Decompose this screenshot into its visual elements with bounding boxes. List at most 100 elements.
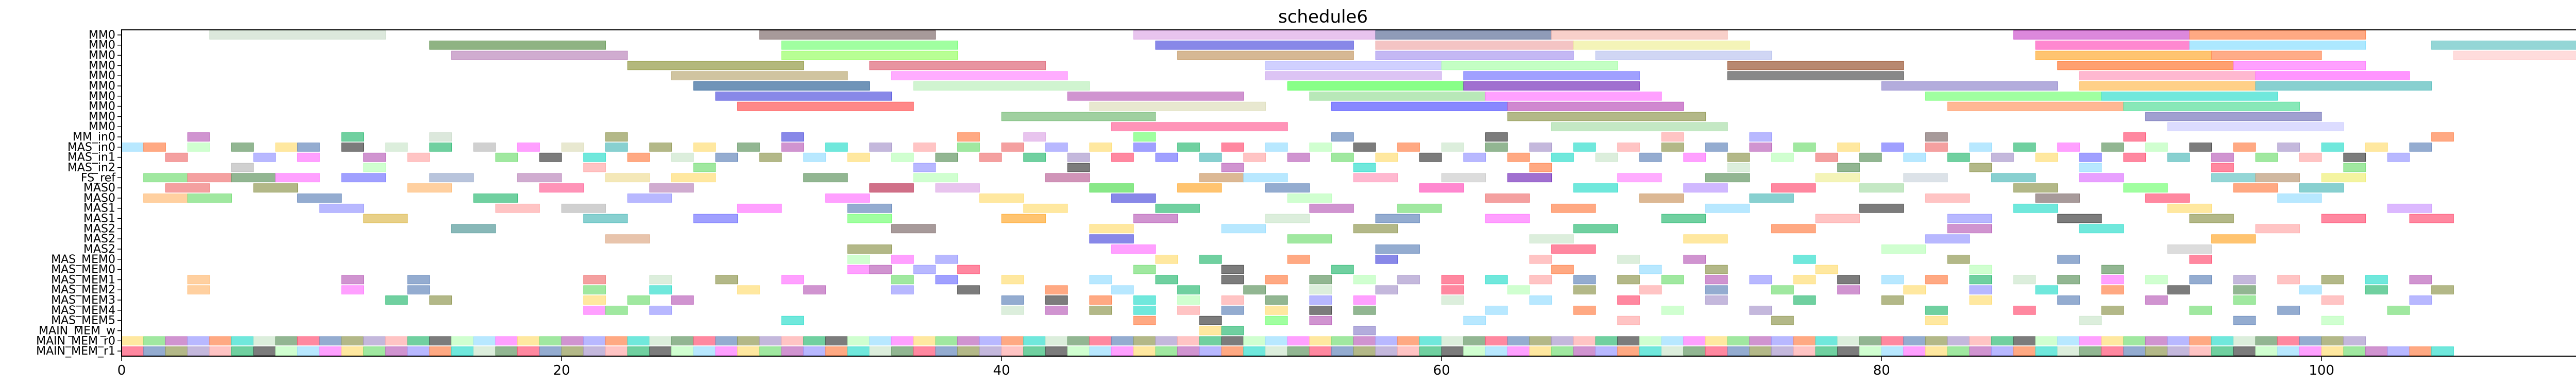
task-bar bbox=[1089, 346, 1112, 356]
task-bar bbox=[1309, 295, 1332, 305]
task-bar bbox=[1287, 194, 1332, 203]
task-bar bbox=[2057, 275, 2080, 285]
task-bar bbox=[2233, 295, 2256, 305]
task-bar bbox=[187, 143, 210, 152]
task-bar bbox=[1639, 346, 1662, 356]
task-bar bbox=[1859, 183, 1904, 192]
task-bar bbox=[781, 346, 804, 356]
task-bar bbox=[1617, 336, 1640, 346]
task-bar bbox=[1155, 40, 1354, 50]
task-bar bbox=[1639, 194, 1684, 203]
task-bar bbox=[1375, 254, 1398, 264]
task-bar bbox=[231, 173, 276, 183]
task-bar bbox=[715, 346, 738, 356]
task-bar bbox=[1639, 285, 1662, 295]
task-bar bbox=[1859, 346, 1882, 356]
task-bar bbox=[1331, 265, 1354, 274]
task-bar bbox=[2035, 152, 2058, 162]
task-bar bbox=[1243, 336, 1266, 346]
task-bar bbox=[1287, 81, 1464, 91]
task-bar bbox=[1727, 152, 1750, 162]
task-bar bbox=[165, 183, 210, 192]
task-bar bbox=[2057, 336, 2080, 346]
task-bar bbox=[363, 214, 408, 223]
task-bar bbox=[1353, 224, 1398, 234]
task-bar bbox=[2079, 173, 2124, 183]
task-bar bbox=[2189, 336, 2212, 346]
task-bar bbox=[1243, 285, 1266, 295]
task-bar bbox=[1969, 275, 1992, 285]
chart-title: schedule6 bbox=[1278, 7, 1368, 27]
task-bar bbox=[2101, 346, 2124, 356]
task-bar bbox=[671, 152, 694, 162]
task-bar bbox=[407, 183, 452, 192]
task-bar bbox=[517, 143, 540, 152]
y-tick-label: MM0 bbox=[89, 110, 115, 123]
task-bar bbox=[1551, 122, 1728, 132]
task-bar bbox=[341, 132, 364, 142]
task-bar bbox=[1551, 203, 1596, 213]
task-bar bbox=[913, 346, 936, 356]
task-bar bbox=[1947, 214, 1992, 223]
task-bar bbox=[2123, 183, 2168, 192]
task-bar bbox=[1595, 346, 1618, 356]
task-bar bbox=[2343, 163, 2366, 172]
task-bar bbox=[2079, 346, 2102, 356]
task-bar bbox=[627, 194, 672, 203]
task-bar bbox=[1155, 152, 1178, 162]
y-tick-label: FS_ref bbox=[81, 171, 116, 184]
task-bar bbox=[1001, 306, 1024, 315]
task-bar bbox=[495, 203, 540, 213]
task-bar bbox=[1617, 143, 1640, 152]
task-bar bbox=[2123, 346, 2146, 356]
task-bar bbox=[429, 346, 452, 356]
task-bar bbox=[2079, 224, 2124, 234]
task-bar bbox=[649, 346, 672, 356]
task-bar bbox=[693, 143, 716, 152]
task-bar bbox=[2255, 336, 2278, 346]
task-bar bbox=[583, 306, 606, 315]
task-bar bbox=[2167, 152, 2190, 162]
task-bar bbox=[1463, 71, 1640, 80]
task-bar bbox=[1221, 224, 1266, 234]
task-bar bbox=[1661, 306, 1684, 315]
task-bar bbox=[1837, 285, 1860, 295]
task-bar bbox=[583, 152, 606, 162]
task-bar bbox=[143, 194, 188, 203]
task-bar bbox=[847, 152, 870, 162]
task-bar bbox=[1529, 295, 1552, 305]
task-bar bbox=[319, 346, 342, 356]
task-bar bbox=[2431, 132, 2454, 142]
task-bar bbox=[1243, 152, 1266, 162]
task-bar bbox=[1771, 285, 1794, 295]
task-bar bbox=[2189, 275, 2212, 285]
task-bar bbox=[2189, 254, 2212, 264]
task-bar bbox=[2453, 50, 2576, 60]
task-bar bbox=[1089, 183, 1134, 192]
y-tick-label: MAS_MEM5 bbox=[51, 314, 115, 327]
task-bar bbox=[1265, 275, 1288, 285]
task-bar bbox=[1793, 275, 1816, 285]
task-bar bbox=[1221, 346, 1244, 356]
task-bar bbox=[847, 254, 870, 264]
task-bar bbox=[2255, 71, 2410, 80]
task-bar bbox=[2233, 183, 2278, 192]
task-bar bbox=[2057, 214, 2102, 223]
y-tick-label: MAS_MEM0 bbox=[51, 264, 115, 276]
task-bar bbox=[1881, 336, 1904, 346]
task-bar bbox=[1507, 152, 1530, 162]
task-bar bbox=[1529, 234, 1574, 243]
task-bar bbox=[539, 183, 584, 192]
task-bar bbox=[2123, 132, 2146, 142]
task-bar bbox=[1573, 275, 1596, 285]
task-bar bbox=[1925, 336, 1948, 346]
task-bar bbox=[1155, 275, 1178, 285]
task-bar bbox=[891, 71, 1068, 80]
task-bar bbox=[1221, 275, 1244, 285]
task-bar bbox=[1331, 101, 1508, 111]
task-bar bbox=[1441, 295, 1464, 305]
task-bar bbox=[891, 285, 914, 295]
task-bar bbox=[1727, 346, 1750, 356]
task-bar bbox=[2211, 50, 2322, 60]
task-bar bbox=[407, 152, 430, 162]
